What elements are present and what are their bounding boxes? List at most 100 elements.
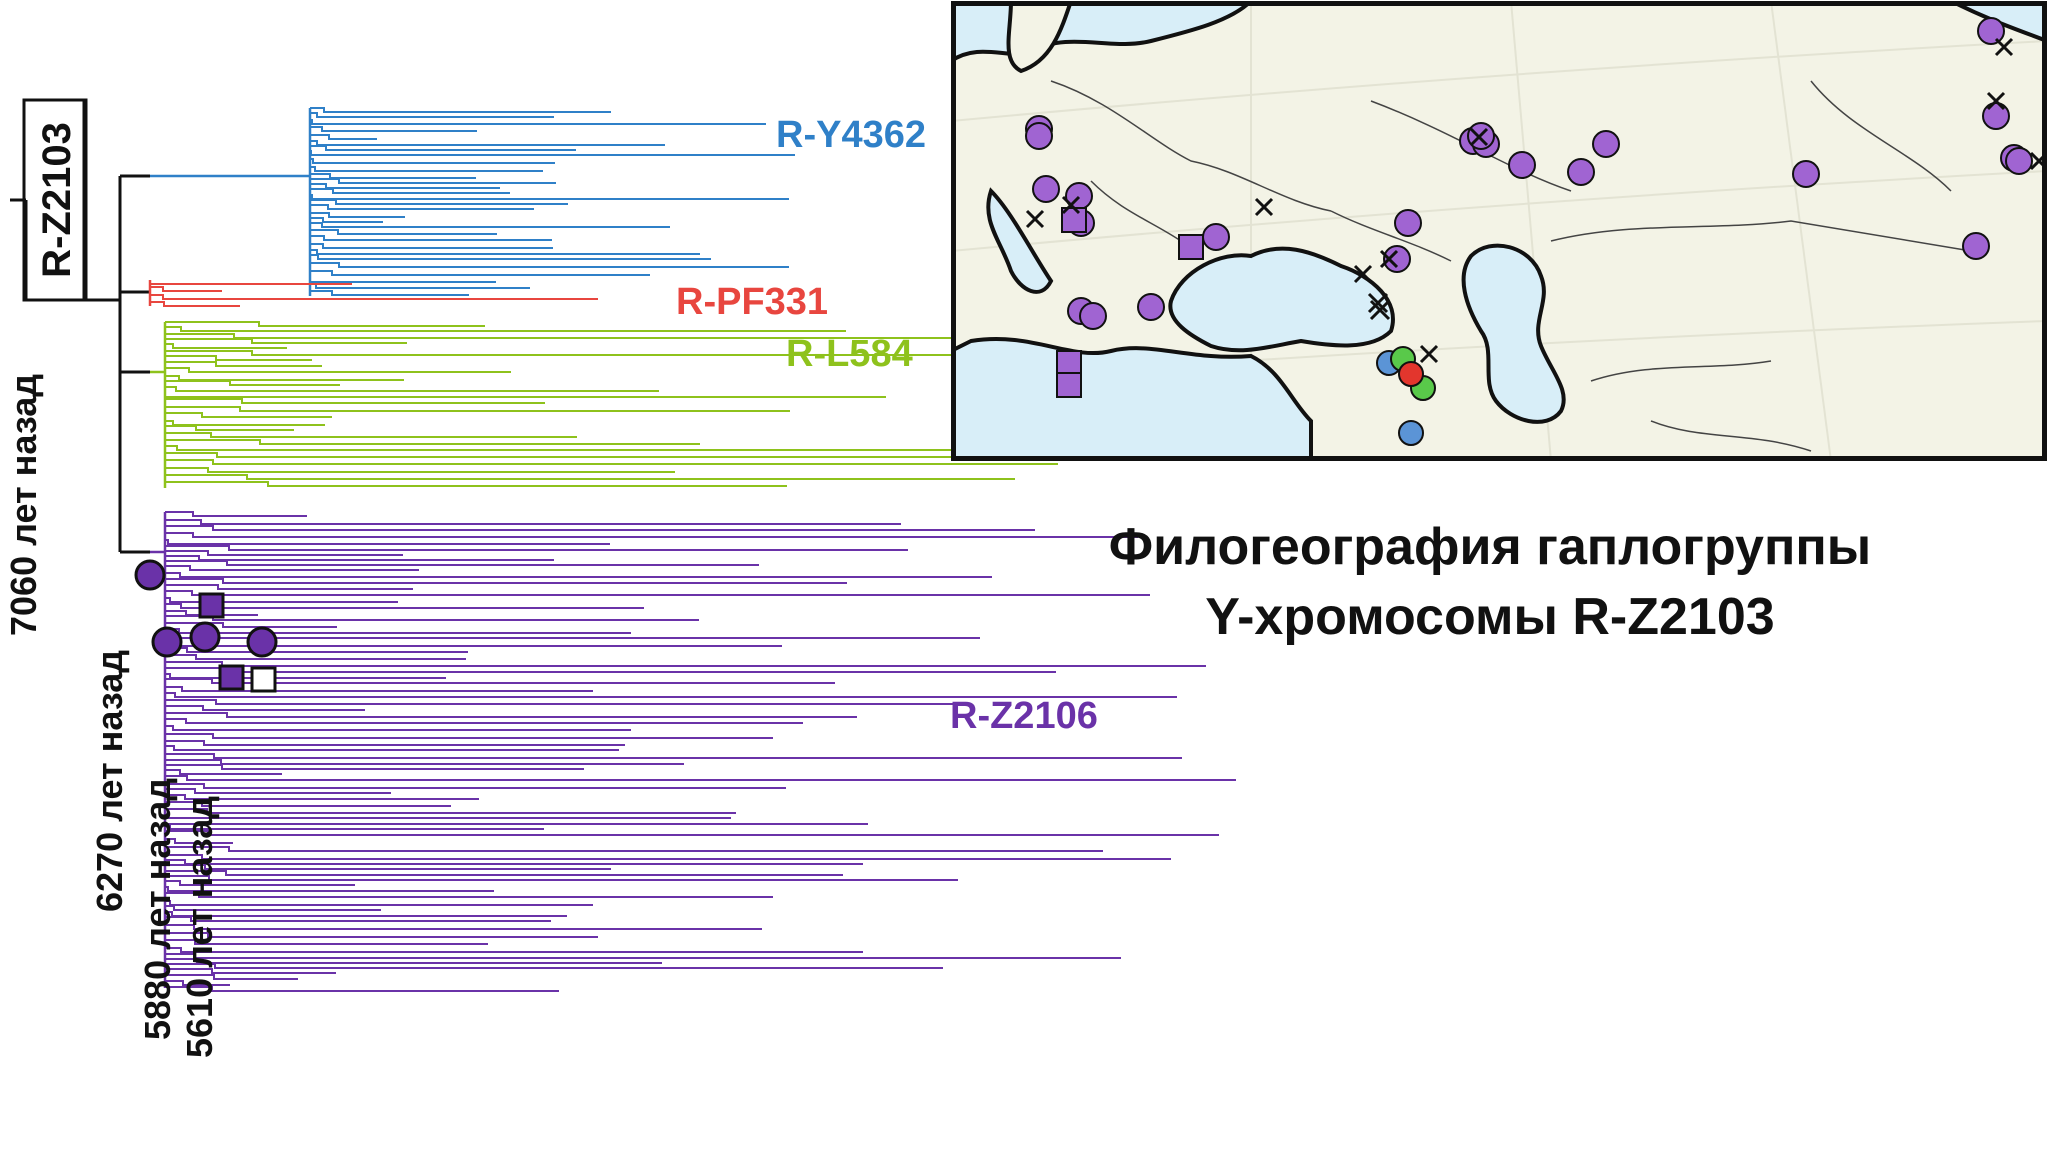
tree-branch [165, 355, 312, 361]
tree-branch [165, 481, 787, 487]
tree-branch [165, 968, 336, 974]
tree-branch [310, 140, 665, 146]
phylogenetic-tree: R-Z2103 R-Y4362 R-PF331 R-L584 R-Z2106 7… [3, 98, 1236, 1058]
tree-branch [165, 338, 407, 344]
tree-branch [310, 199, 568, 205]
tree-branch [150, 286, 222, 292]
marker-circle-7060 [134, 559, 166, 591]
tree-branch [165, 321, 485, 327]
clade-label-z2106: R-Z2106 [950, 695, 1098, 737]
tree-branch [165, 880, 355, 886]
tree-branch [310, 204, 534, 210]
tree-branch [165, 326, 846, 332]
sea-mediterranean [951, 336, 1313, 461]
tree-branch [165, 947, 863, 953]
tree-branch [165, 333, 978, 339]
tree-branch [165, 745, 619, 751]
tree-branch [164, 814, 731, 819]
sea-black [1168, 246, 1395, 353]
tree-branch [165, 615, 699, 621]
tree-branch [165, 892, 773, 898]
tree-branch [165, 654, 466, 660]
clade-label-l584: R-L584 [786, 333, 913, 375]
tree-branch [165, 519, 901, 525]
tree-branch [165, 699, 959, 705]
root-label: R-Z2103 [35, 122, 79, 278]
marker-circle-5880b [246, 626, 278, 658]
map-samples-other [1376, 346, 1436, 446]
marker-circle-5880 [189, 621, 221, 653]
tree-branch [165, 511, 307, 517]
tree-branch [165, 572, 992, 578]
tree-branch [310, 222, 670, 228]
root-box: R-Z2103 [22, 98, 88, 302]
tree-branch [310, 112, 554, 118]
tree-branch [165, 712, 857, 718]
tree-branch [165, 725, 631, 731]
sea-baltic [1006, 1, 1074, 74]
tree-branch [165, 375, 404, 381]
tree-branch [165, 838, 233, 844]
tree-branch [165, 808, 736, 814]
tree-branch [165, 459, 1058, 465]
tree-branch [165, 775, 1236, 781]
tree-branch [149, 280, 352, 285]
tree-branch [310, 243, 553, 249]
tree-branch [165, 864, 611, 870]
tree-branch [165, 801, 451, 807]
tree-branch [165, 584, 413, 590]
tree-branch [310, 229, 497, 235]
tree-branch [165, 783, 786, 789]
tree-branch [165, 622, 337, 628]
tree-branch [310, 262, 789, 268]
clade-l584-branches [150, 321, 1058, 488]
tree-branch [310, 270, 650, 276]
tree-branch [165, 467, 675, 473]
tree-branch [165, 590, 1150, 596]
tree-branch [165, 980, 230, 986]
tree-branch [150, 301, 240, 307]
figure-title-line2: Y-хромосомы R-Z2103 [1205, 588, 1775, 646]
tree-branch [165, 900, 593, 906]
tree-branch [165, 759, 684, 765]
tree-branch [165, 905, 381, 911]
tree-branch [310, 119, 766, 125]
tree-branch [310, 134, 377, 140]
tree-branch [165, 939, 488, 945]
tree-branch [165, 733, 773, 739]
tree-branch [165, 753, 1182, 759]
tree-branch [310, 212, 405, 218]
tree-branch [165, 661, 1206, 667]
map-seas [951, 1, 2047, 461]
tree-branch [165, 597, 398, 603]
tree-branch [165, 555, 554, 561]
tree-branch [165, 452, 1008, 458]
map-samples-purple [1025, 17, 2033, 330]
tree-branch [165, 474, 1015, 480]
tree-branch [165, 361, 322, 367]
tree-branch [310, 217, 383, 223]
tree-branch [165, 830, 1219, 836]
tree-branch [165, 539, 610, 545]
tree-branch [164, 393, 886, 398]
sea-caspian [1461, 243, 1566, 424]
marker-circle-6270 [151, 626, 183, 658]
tree-branch [310, 183, 500, 189]
tree-branch [165, 525, 1035, 531]
tree-branch [310, 290, 469, 296]
tree-branch [165, 886, 494, 892]
tree-branch [165, 578, 847, 584]
tree-branch [165, 824, 544, 830]
map-frame [951, 1, 2047, 461]
tree-branch [165, 550, 403, 556]
tree-branch [165, 667, 1056, 673]
tree-branch [310, 235, 552, 241]
tree-branch [165, 932, 598, 938]
tree-branch [165, 406, 790, 412]
tree-branch [165, 718, 803, 724]
tree-branch [310, 173, 476, 179]
tree-branch [165, 953, 1121, 959]
tree-branch [310, 188, 510, 194]
map-inset [951, 1, 2047, 461]
tree-branch [165, 875, 958, 881]
